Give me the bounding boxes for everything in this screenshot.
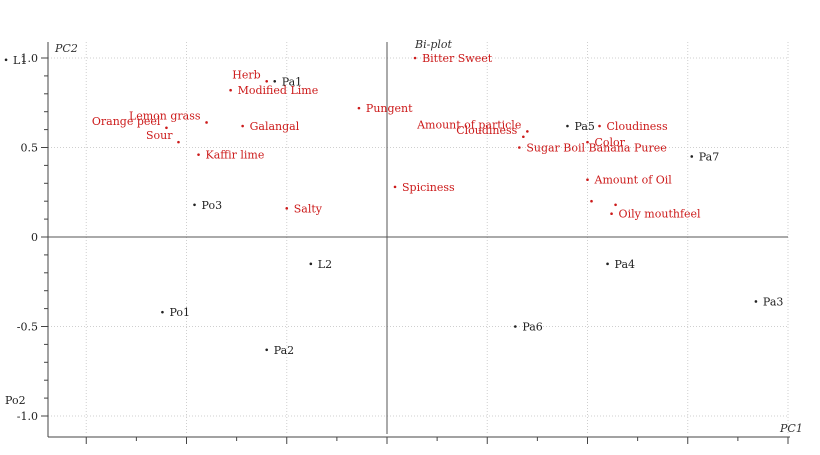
variable-label: Kaffir lime xyxy=(206,149,265,162)
observation-point xyxy=(273,79,277,83)
variable-label: Lemon grass xyxy=(129,109,201,122)
observation-point xyxy=(690,155,694,158)
variable-point xyxy=(197,153,200,156)
observation-point xyxy=(309,262,313,266)
variable-point xyxy=(393,185,397,189)
observation-points: L1 Pa1 Po3 L2 Po1 Pa2 Po2 Pa5 Pa7 Pa4 Pa6 Pa3 xyxy=(4,54,783,407)
variable-point xyxy=(526,130,529,133)
variable-label: Bitter Sweet xyxy=(422,52,493,65)
variable-label: Galangal xyxy=(250,120,300,133)
observation-label: Po3 xyxy=(202,199,223,212)
variable-label: Amount of Oil xyxy=(594,174,673,187)
variable-label: Spiciness xyxy=(402,181,455,194)
observation-point xyxy=(566,124,569,128)
variable-point xyxy=(598,124,601,128)
variable-label: Sour xyxy=(146,129,173,142)
observation-label: Po1 xyxy=(169,306,190,319)
observation-label: Po2 xyxy=(5,394,26,407)
variable-label: Color xyxy=(595,136,626,149)
y-tick-label: 0 xyxy=(31,231,38,244)
x-axis-title: PC1 xyxy=(779,422,803,435)
y-tick-label: 0.5 xyxy=(21,142,39,155)
observation-label: Pa5 xyxy=(574,120,594,133)
variable-label: Cloudiness xyxy=(607,120,668,133)
axis-ticks xyxy=(41,57,789,444)
variable-label: Pungent xyxy=(366,102,413,115)
variable-label: Orange peel xyxy=(92,115,161,128)
observation-point xyxy=(265,348,269,352)
observation-point xyxy=(161,310,164,314)
variable-label: Oily mouthfeel xyxy=(619,208,701,221)
variable-label: Cloudiness xyxy=(456,124,517,137)
observation-label: Pa7 xyxy=(699,150,719,163)
observation-label: Pa2 xyxy=(274,344,294,357)
variable-point xyxy=(357,106,361,110)
observation-point xyxy=(606,262,609,266)
variable-point xyxy=(241,124,244,128)
y-tick-labels: 1.0 0.5 0 -0.5 -1.0 xyxy=(17,52,38,423)
variable-point xyxy=(586,178,589,182)
y-axis-title: PC2 xyxy=(54,42,78,55)
variable-point xyxy=(229,88,232,92)
observation-label: Pa6 xyxy=(522,321,542,334)
variable-point xyxy=(205,121,208,124)
variable-point xyxy=(522,135,525,139)
observation-point xyxy=(754,300,758,303)
observation-point xyxy=(4,58,8,62)
observation-label: Pa4 xyxy=(615,258,635,271)
observation-label: Pa3 xyxy=(763,295,783,308)
y-tick-label: -0.5 xyxy=(17,321,38,334)
variable-label: Salty xyxy=(294,202,323,215)
variable-label: Modified Lime xyxy=(238,84,319,97)
variable-point xyxy=(165,126,168,130)
observation-label: L1 xyxy=(13,54,27,67)
variable-point xyxy=(614,203,617,207)
y-tick-label: -1.0 xyxy=(17,410,38,423)
variable-label: Amount of particle xyxy=(416,118,521,131)
variable-point xyxy=(586,140,589,144)
variable-point xyxy=(285,207,289,210)
variable-point xyxy=(413,56,417,60)
variable-label: Sugar Boil Banana Puree xyxy=(526,142,666,155)
observation-point xyxy=(193,203,196,207)
plot-frame xyxy=(47,42,790,438)
variable-points: Bitter Sweet Herb Modified Lime Pungent Lemo… xyxy=(92,52,701,221)
chart-title: Bi-plot xyxy=(414,38,453,51)
observation-label: Pa1 xyxy=(282,75,302,88)
variable-point xyxy=(518,146,521,149)
variable-point xyxy=(177,140,180,144)
observation-label: L2 xyxy=(318,258,332,271)
variable-label: Herb xyxy=(232,68,260,81)
variable-point xyxy=(265,79,269,83)
grid-lines xyxy=(48,42,789,434)
variable-point xyxy=(610,212,613,216)
observation-point xyxy=(514,325,517,328)
variable-point xyxy=(590,199,593,203)
y-tick-label: 1.0 xyxy=(21,52,39,65)
